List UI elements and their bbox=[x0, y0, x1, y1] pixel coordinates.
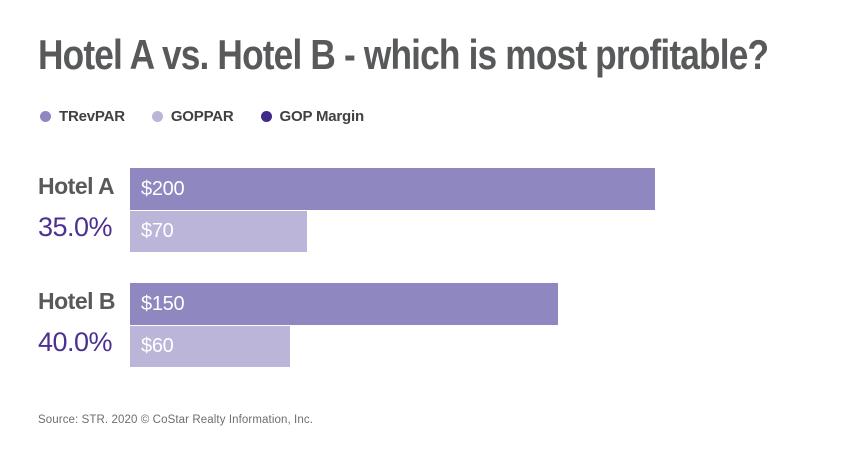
goppar-bar: $70 bbox=[130, 211, 307, 252]
goppar-bar-value: $70 bbox=[141, 220, 174, 242]
gop-margin-value: 40.0% bbox=[38, 327, 113, 357]
legend-label-gop-margin: GOP Margin bbox=[279, 108, 365, 125]
gop-margin-dot-icon bbox=[260, 111, 272, 122]
legend-label-goppar: GOPPAR bbox=[170, 108, 234, 125]
trevpar-bar-value: $200 bbox=[141, 177, 185, 200]
legend-label-trevpar: TRevPAR bbox=[59, 108, 125, 125]
goppar-bar: $60 bbox=[130, 326, 290, 367]
category-label: Hotel A bbox=[38, 173, 115, 199]
chart-title: Hotel A vs. Hotel B - which is most prof… bbox=[38, 31, 769, 78]
goppar-dot-icon bbox=[151, 111, 163, 122]
trevpar-dot-icon bbox=[40, 111, 51, 122]
trevpar-bar: $200 bbox=[130, 168, 655, 210]
category-label: Hotel B bbox=[38, 288, 116, 314]
gop-margin-value: 35.0% bbox=[38, 212, 113, 242]
legend-item-gop-margin: GOP Margin bbox=[260, 108, 365, 125]
goppar-bar-value: $60 bbox=[141, 335, 174, 357]
trevpar-bar-value: $150 bbox=[141, 292, 185, 315]
legend-item-goppar: GOPPAR bbox=[151, 108, 234, 125]
source-attribution: Source: STR. 2020 © CoStar Realty Inform… bbox=[38, 414, 313, 426]
legend: TRevPAR GOPPAR GOP Margin bbox=[40, 108, 364, 125]
trevpar-bar: $150 bbox=[130, 283, 558, 325]
legend-item-trevpar: TRevPAR bbox=[40, 108, 125, 125]
